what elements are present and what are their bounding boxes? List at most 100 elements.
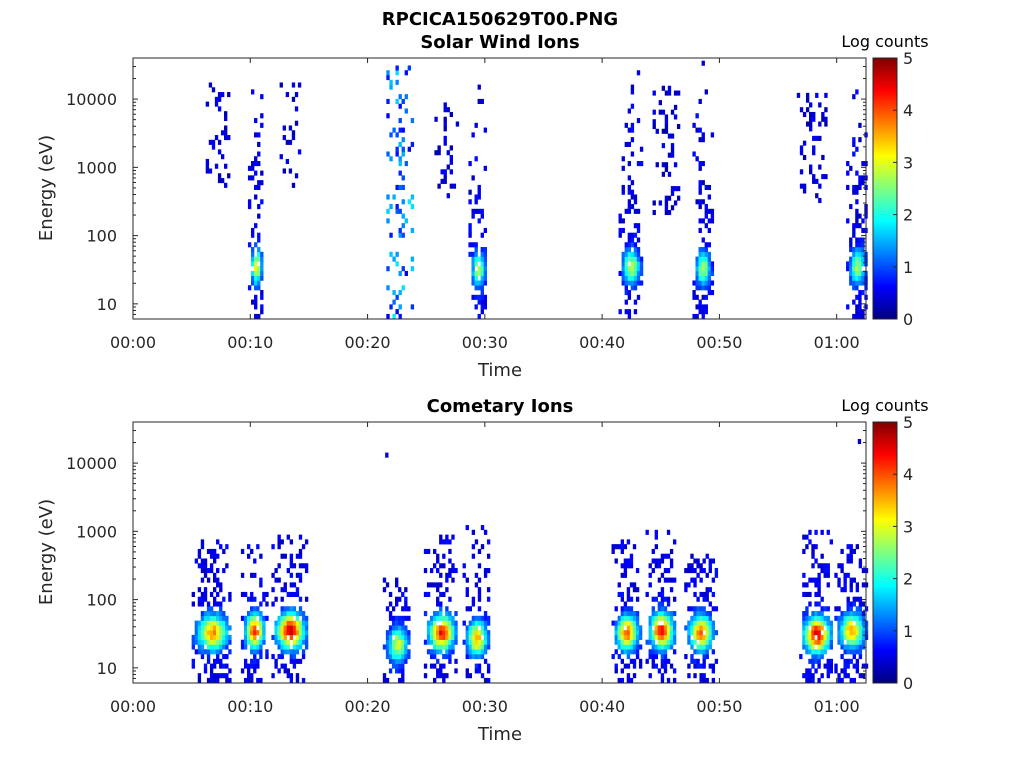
heatmap-cell [627, 242, 632, 248]
heatmap-cell [404, 587, 408, 593]
heatmap-cell [811, 654, 815, 660]
heatmap-cell [849, 261, 853, 267]
heatmap-cell [474, 199, 478, 205]
heatmap-cell [468, 634, 473, 640]
heatmap-cell [652, 200, 656, 206]
heatmap-cell [197, 553, 202, 559]
heatmap-cell [632, 587, 637, 593]
heatmap-cell [222, 644, 226, 650]
heatmap-cell [462, 563, 466, 569]
heatmap-cell [480, 615, 485, 621]
heatmap-cell [633, 199, 638, 205]
heatmap-cell [448, 630, 452, 636]
heatmap-cell [480, 309, 484, 315]
heatmap-cell [386, 285, 390, 291]
heatmap-cell [474, 122, 478, 128]
heatmap-cell [699, 620, 703, 626]
heatmap-cell [256, 663, 260, 669]
heatmap-cell [454, 630, 458, 636]
heatmap-cell [295, 630, 300, 636]
heatmap-cell [846, 161, 850, 167]
heatmap-cell [243, 634, 248, 640]
heatmap-cell [480, 630, 485, 636]
heatmap-cell [701, 237, 705, 243]
heatmap-cell [283, 639, 287, 645]
heatmap-cell [386, 313, 390, 319]
heatmap-cell [864, 634, 869, 640]
heatmap-cell [280, 630, 284, 636]
heatmap-cell [259, 582, 263, 588]
heatmap-cell [654, 596, 659, 602]
heatmap-cell [849, 582, 853, 588]
heatmap-cell [222, 625, 226, 631]
heatmap-cell [861, 251, 865, 257]
heatmap-cell [617, 639, 621, 645]
heatmap-cell [812, 111, 816, 118]
heatmap-cell [448, 568, 452, 574]
heatmap-cell [855, 625, 860, 631]
heatmap-cell [805, 615, 809, 621]
heatmap-cell [260, 261, 264, 267]
heatmap-cell [220, 92, 225, 98]
heatmap-cell [626, 606, 631, 612]
heatmap-cell [840, 654, 844, 660]
heatmap-cell [808, 620, 812, 626]
heatmap-cell [702, 558, 706, 564]
heatmap-cell [664, 119, 669, 125]
heatmap-cell [398, 620, 402, 626]
heatmap-cell [812, 178, 816, 184]
heatmap-cell [669, 625, 674, 631]
heatmap-cell [846, 620, 850, 626]
heatmap-cell [483, 247, 488, 253]
heatmap-cell [627, 108, 632, 114]
heatmap-cell [837, 673, 841, 679]
heatmap-cell [477, 620, 482, 626]
heatmap-cell [471, 261, 475, 267]
heatmap-cell [666, 611, 671, 617]
solar-wind-ions-panel: Solar Wind Ions 00:00 00:10 00:20 00:30 00:4… [36, 32, 929, 381]
heatmap-cell [663, 658, 668, 664]
heatmap-cell [224, 111, 228, 117]
heatmap-cell [629, 639, 634, 645]
heatmap-cell [439, 606, 443, 612]
heatmap-cell [200, 625, 205, 631]
heatmap-cell [696, 649, 700, 655]
heatmap-cell [660, 625, 665, 631]
heatmap-cell [212, 601, 217, 607]
heatmap-cell [243, 639, 248, 645]
heatmap-cell [388, 625, 393, 631]
heatmap-cell [391, 630, 396, 636]
heatmap-cell [423, 568, 428, 574]
heatmap-cell [696, 558, 700, 564]
heatmap-cell [404, 625, 408, 631]
heatmap-cell [808, 529, 812, 535]
heatmap-cell [250, 615, 254, 621]
heatmap-cell [206, 568, 211, 574]
heatmap-cell [621, 251, 625, 257]
heatmap-cell [445, 534, 449, 540]
heatmap-cell [614, 630, 618, 636]
heatmap-cell [651, 615, 655, 621]
heatmap-cell [440, 178, 444, 184]
heatmap-cell [257, 280, 261, 286]
heatmap-cell [699, 630, 703, 636]
heatmap-cell [818, 164, 822, 170]
heatmap-cell [298, 563, 303, 569]
heatmap-cell [843, 625, 847, 631]
heatmap-cell [386, 208, 390, 214]
heatmap-cell [663, 649, 668, 655]
y-tick-label: 1000 [76, 158, 117, 177]
heatmap-cell [663, 644, 668, 650]
heatmap-cell [826, 634, 830, 640]
heatmap-cell [701, 275, 705, 281]
heatmap-cell [246, 634, 251, 640]
heatmap-cell [676, 90, 681, 96]
heatmap-cell [448, 644, 452, 650]
heatmap-cell [623, 620, 628, 626]
heatmap-cell [483, 649, 488, 655]
heatmap-cell [200, 596, 205, 602]
heatmap-cell [809, 164, 813, 170]
heatmap-cell [858, 625, 863, 631]
heatmap-cell [433, 634, 437, 640]
heatmap-cell [855, 256, 859, 262]
